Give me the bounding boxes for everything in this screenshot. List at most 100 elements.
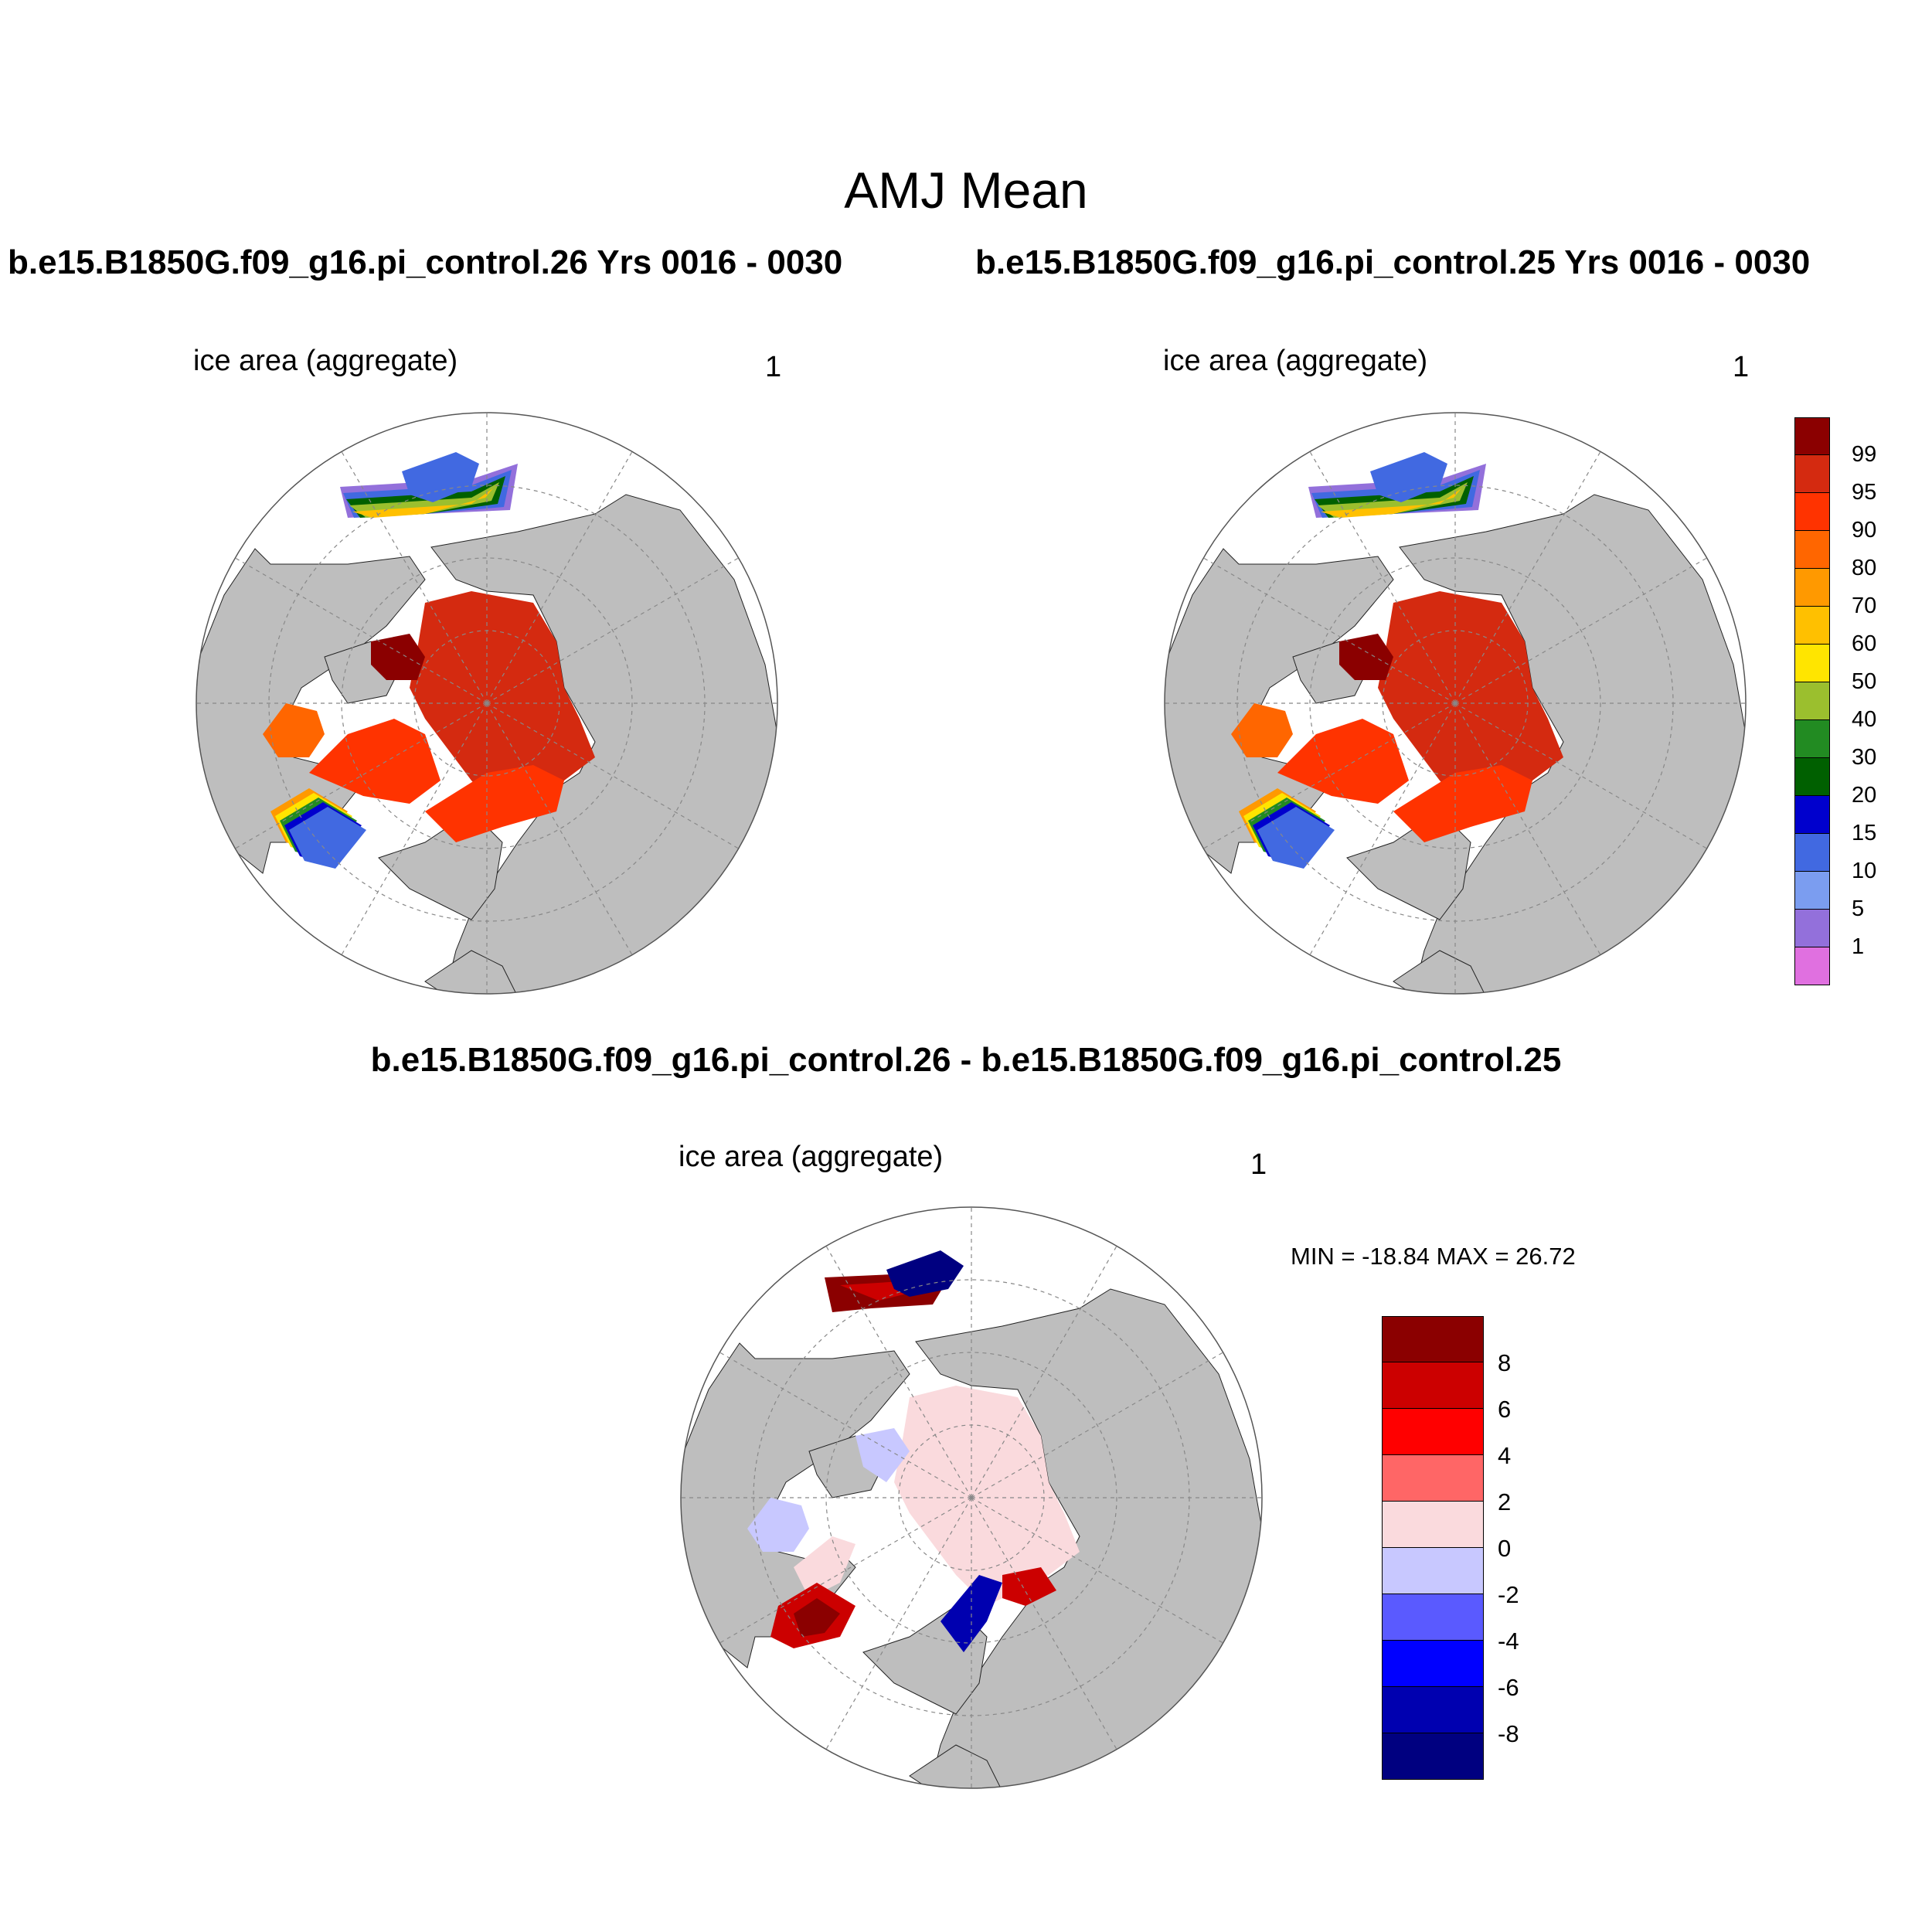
colorbar-label: 20 — [1852, 783, 1877, 808]
colorbar-swatch — [1382, 1316, 1484, 1362]
map-graticule — [681, 1207, 1262, 1788]
colorbar-swatch — [1382, 1594, 1484, 1641]
ice-bering — [1321, 488, 1461, 518]
ice-hudson — [263, 703, 325, 757]
ice-bering — [349, 482, 499, 518]
graticule-meridian — [235, 702, 488, 849]
graticule-meridian — [971, 1352, 1223, 1498]
colorbar-swatch — [1794, 947, 1830, 985]
colorbar-label: 5 — [1852, 896, 1865, 921]
diff-baffin — [794, 1536, 855, 1598]
colorbar-label: 10 — [1852, 859, 1877, 883]
graticule-meridian — [971, 1246, 1117, 1498]
ice-hudson — [1231, 703, 1293, 757]
ice-core — [1378, 591, 1563, 811]
colorbar-label: 80 — [1852, 556, 1877, 580]
colorbar-swatch — [1382, 1362, 1484, 1409]
graticule-meridian — [341, 702, 488, 955]
colorbar-label: -6 — [1498, 1674, 1519, 1701]
graticule-meridian — [971, 1497, 1223, 1644]
colorbar-swatch — [1382, 1409, 1484, 1455]
colorbar-swatch — [1794, 531, 1830, 569]
colorbar-swatch — [1794, 834, 1830, 872]
ice-labrador — [1257, 807, 1335, 869]
ice-barents — [425, 765, 564, 842]
diff-variable-label: ice area (aggregate) — [679, 1141, 944, 1173]
colorbar-label: 90 — [1852, 518, 1877, 543]
ice-bering — [352, 488, 493, 518]
diff-okhotsk — [886, 1250, 964, 1297]
map-land — [378, 811, 503, 920]
colorbar-swatch — [1794, 455, 1830, 493]
graticule-meridian — [1454, 557, 1707, 704]
graticule-meridian — [1309, 702, 1456, 955]
graticule-meridian — [1454, 702, 1707, 849]
colorbar-label: -4 — [1498, 1628, 1519, 1655]
graticule-meridian — [1454, 702, 1601, 955]
colorbar-label: 60 — [1852, 631, 1877, 656]
colorbar-swatch — [1794, 569, 1830, 607]
colorbar-label: 30 — [1852, 745, 1877, 770]
colorbar-label: 40 — [1852, 707, 1877, 732]
graticule-parallel — [1309, 557, 1601, 849]
ice-archipelago — [1339, 634, 1393, 680]
right-panel-header: b.e15.B1850G.f09_g16.pi_control.25 Yrs 0… — [975, 243, 1811, 281]
ice-labrador — [289, 807, 366, 869]
colorbar-label: -2 — [1498, 1581, 1519, 1608]
graticule-meridian — [719, 1497, 972, 1644]
figure-title: AMJ Mean — [844, 162, 1088, 219]
colorbar-swatch — [1794, 417, 1830, 455]
graticule-meridian — [825, 1497, 972, 1750]
colorbar-swatch — [1794, 682, 1830, 720]
colorbar-swatch — [1382, 1502, 1484, 1548]
colorbar-label: -8 — [1498, 1720, 1519, 1747]
ice-archipelago — [371, 634, 425, 680]
graticule-meridian — [719, 1352, 972, 1498]
colorbar-swatch — [1382, 1455, 1484, 1502]
colorbar-label: 15 — [1852, 821, 1877, 845]
map-graticule — [196, 413, 777, 994]
diff-barents — [1002, 1567, 1056, 1606]
diff-labrador-core — [794, 1598, 840, 1637]
left-panel-header: b.e15.B1850G.f09_g16.pi_control.26 Yrs 0… — [8, 243, 843, 281]
colorbar-diff: 8 6 4 2 0 -2 -4 -6 -8 — [1382, 1316, 1519, 1780]
graticule-meridian — [486, 702, 739, 849]
diff-unit-label: 1 — [1250, 1148, 1267, 1181]
colorbar-swatch — [1794, 758, 1830, 796]
colorbar-swatch — [1794, 607, 1830, 645]
colorbar-swatch — [1794, 796, 1830, 834]
left-variable-label: ice area (aggregate) — [193, 345, 458, 377]
graticule-meridian — [486, 451, 633, 704]
ice-baffin — [1277, 719, 1409, 804]
graticule-meridian — [1309, 451, 1456, 704]
ice-bering — [1318, 482, 1468, 518]
map-land — [424, 950, 519, 994]
colorbar-swatch — [1794, 872, 1830, 910]
graticule-meridian — [486, 557, 739, 704]
map-right — [1164, 412, 1747, 995]
colorbar-swatch — [1382, 1548, 1484, 1594]
colorbar-label: 95 — [1852, 480, 1877, 505]
colorbar-swatch — [1794, 493, 1830, 531]
right-unit-label: 1 — [1733, 351, 1750, 383]
map-border — [1164, 412, 1747, 995]
map-land — [1346, 811, 1471, 920]
map-diff — [680, 1206, 1263, 1789]
graticule-parallel — [825, 1352, 1117, 1644]
graticule-parallel — [341, 557, 633, 849]
graticule-meridian — [1203, 557, 1456, 704]
colorbar-swatch — [1794, 910, 1830, 947]
graticule-meridian — [1203, 702, 1456, 849]
colorbar-swatch — [1794, 645, 1830, 682]
colorbar-label: 2 — [1498, 1488, 1512, 1515]
diff-core — [894, 1386, 1080, 1606]
colorbar-label: 0 — [1498, 1535, 1512, 1562]
colorbar-label: 70 — [1852, 594, 1877, 618]
map-land — [1393, 950, 1487, 994]
colorbar-swatch — [1382, 1641, 1484, 1687]
map-border — [196, 412, 778, 995]
left-unit-label: 1 — [765, 351, 782, 383]
colorbar-label: 50 — [1852, 669, 1877, 694]
map-border — [680, 1206, 1263, 1789]
graticule-meridian — [235, 557, 488, 704]
